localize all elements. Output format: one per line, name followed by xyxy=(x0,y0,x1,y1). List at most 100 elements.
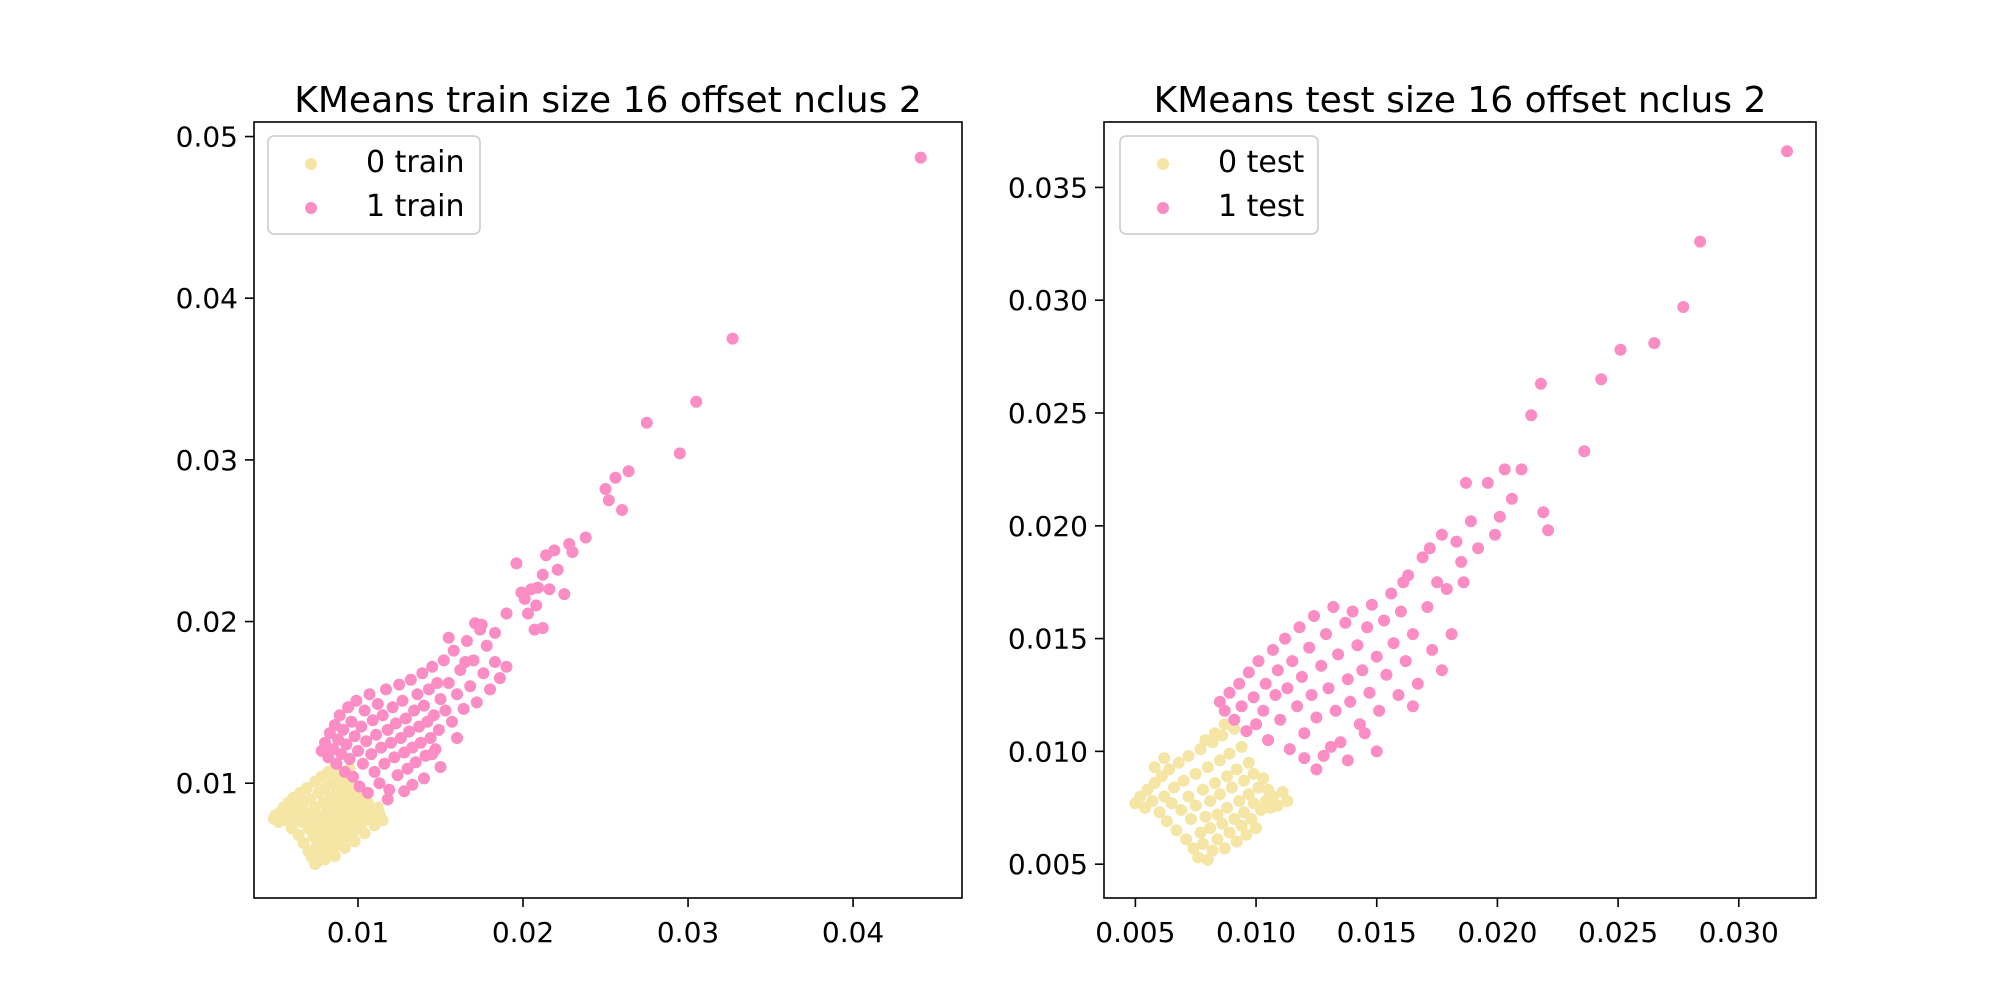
axes-frame xyxy=(253,121,963,899)
x-tick-label: 0.025 xyxy=(1578,916,1658,949)
data-point-series-1 xyxy=(418,772,430,785)
x-tick-label: 0.020 xyxy=(1457,916,1537,949)
data-point-series-0 xyxy=(309,858,322,870)
data-point-series-1 xyxy=(1332,648,1345,661)
data-point-series-1 xyxy=(1341,754,1354,767)
data-point-series-0 xyxy=(1247,767,1260,780)
data-point-series-1 xyxy=(1257,704,1270,717)
data-point-series-1 xyxy=(1361,621,1374,634)
data-point-series-0 xyxy=(319,853,331,866)
data-point-series-1 xyxy=(350,694,363,707)
data-point-series-1 xyxy=(1373,704,1386,717)
data-point-series-0 xyxy=(328,850,341,862)
data-point-series-1 xyxy=(366,714,379,727)
data-point-series-1 xyxy=(1242,666,1255,679)
data-point-series-1 xyxy=(1271,664,1284,677)
x-ticks: 0.005 0.010 0.015 0.020 0.025 0.030 xyxy=(1095,898,1779,949)
data-point-series-1 xyxy=(558,588,571,601)
y-tick-label: 0.005 xyxy=(1008,848,1088,881)
data-point-series-1 xyxy=(370,728,383,741)
data-point-series-1 xyxy=(690,395,703,408)
legend-marker-1 xyxy=(305,202,317,214)
data-point-series-0 xyxy=(1170,824,1183,837)
data-point-series-1 xyxy=(408,704,421,717)
data-point-series-1 xyxy=(1298,752,1311,765)
data-point-series-1 xyxy=(1406,628,1419,641)
data-point-series-1 xyxy=(380,683,392,696)
data-point-series-1 xyxy=(1481,476,1494,489)
data-point-series-1 xyxy=(337,723,350,736)
data-point-series-0 xyxy=(1199,734,1212,747)
data-point-series-1 xyxy=(343,753,356,765)
data-point-series-1 xyxy=(1320,628,1332,641)
data-point-series-0 xyxy=(1180,833,1193,846)
data-point-series-1 xyxy=(1525,409,1538,422)
data-point-series-1 xyxy=(1310,711,1323,724)
data-point-series-1 xyxy=(510,557,523,570)
x-ticks: 0.01 0.02 0.03 0.04 xyxy=(327,898,884,949)
data-point-series-0 xyxy=(338,841,351,854)
data-point-series-1 xyxy=(391,769,404,782)
y-tick-label: 0.025 xyxy=(1008,397,1088,430)
data-point-series-0 xyxy=(1223,747,1236,760)
data-point-series-0 xyxy=(1192,851,1205,864)
data-point-series-1 xyxy=(1303,641,1316,654)
data-point-series-0 xyxy=(1199,810,1212,823)
data-point-series-1 xyxy=(396,694,409,707)
data-point-series-0 xyxy=(1168,781,1180,794)
data-point-series-0 xyxy=(1242,788,1255,801)
data-point-series-0 xyxy=(1230,835,1243,848)
data-point-series-0 xyxy=(286,798,298,811)
x-tick-label: 0.030 xyxy=(1699,916,1779,949)
data-point-series-1 xyxy=(1308,610,1320,622)
data-point-series-1 xyxy=(1233,677,1246,690)
data-point-series-1 xyxy=(1397,576,1410,589)
data-point-series-1 xyxy=(1426,643,1439,656)
y-tick-label: 0.02 xyxy=(176,606,238,639)
data-point-series-1 xyxy=(1440,583,1453,595)
data-point-series-0 xyxy=(1213,754,1226,767)
data-point-series-1 xyxy=(368,765,381,778)
y-tick-label: 0.04 xyxy=(176,282,238,315)
data-point-series-1 xyxy=(500,607,513,620)
data-point-series-1 xyxy=(1317,749,1330,762)
data-point-series-0 xyxy=(1187,842,1200,855)
data-point-series-1 xyxy=(1435,664,1448,677)
data-point-series-1 xyxy=(386,701,399,714)
data-point-series-1 xyxy=(406,778,419,791)
data-point-series-0 xyxy=(1276,786,1289,798)
data-point-series-1 xyxy=(393,678,406,691)
data-point-series-1 xyxy=(1542,524,1555,537)
data-point-series-1 xyxy=(1537,506,1550,519)
data-point-series-1 xyxy=(1240,725,1253,738)
data-point-series-0 xyxy=(1204,822,1217,835)
x-tick-label: 0.005 xyxy=(1095,916,1175,949)
data-point-series-1 xyxy=(398,785,411,798)
data-point-series-0 xyxy=(1197,837,1209,850)
data-point-series-1 xyxy=(1286,655,1299,668)
data-point-series-1 xyxy=(1472,542,1485,555)
data-point-series-1 xyxy=(388,751,401,764)
data-point-series-1 xyxy=(437,654,450,667)
data-point-series-1 xyxy=(464,680,477,693)
data-point-series-1 xyxy=(599,483,612,495)
legend-label-0: 0 train xyxy=(366,145,464,180)
data-point-series-0 xyxy=(1189,767,1202,780)
data-point-series-0 xyxy=(300,782,313,795)
data-point-series-1 xyxy=(1324,740,1337,753)
legend: 0 test 1 test xyxy=(1119,135,1319,235)
data-point-series-0 xyxy=(1257,772,1270,785)
data-point-series-1 xyxy=(411,688,424,701)
data-point-series-1 xyxy=(1283,743,1296,756)
data-point-series-0 xyxy=(368,819,381,832)
data-point-series-0 xyxy=(1146,795,1159,807)
data-point-series-0 xyxy=(1209,727,1221,740)
x-tick-label: 0.015 xyxy=(1337,916,1417,949)
data-point-series-1 xyxy=(1505,492,1518,505)
data-point-series-0 xyxy=(1148,761,1161,774)
data-point-series-1 xyxy=(376,709,389,722)
data-point-series-1 xyxy=(609,471,622,484)
data-point-series-1 xyxy=(442,631,455,644)
data-point-series-0 xyxy=(1281,795,1294,807)
data-point-series-1 xyxy=(1411,677,1424,690)
